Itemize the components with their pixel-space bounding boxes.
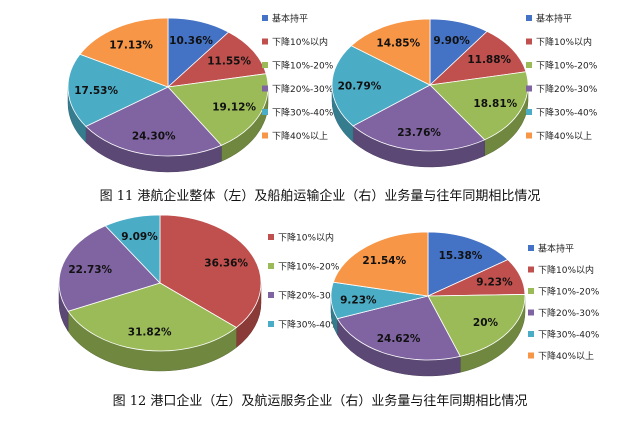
legend-label: 下降40%以上 xyxy=(272,130,328,142)
pie-data-label: 36.36% xyxy=(204,258,248,270)
pie-slice-5 xyxy=(67,53,170,127)
pie-slice-6 xyxy=(350,18,431,86)
pie-slice-1 xyxy=(159,214,262,329)
pie-slice-4 xyxy=(104,214,161,284)
pie-slice-4 xyxy=(85,86,223,157)
legend-swatch xyxy=(528,352,534,359)
pie-data-label: 22.73% xyxy=(68,264,112,276)
pie-data-label: 24.62% xyxy=(377,333,421,345)
legend-swatch xyxy=(528,245,534,251)
legend-swatch xyxy=(262,62,268,68)
legend-label: 下降10%以内 xyxy=(536,36,592,48)
legend-swatch xyxy=(528,331,534,337)
pie-data-label: 15.38% xyxy=(439,250,483,262)
pie-data-label: 14.85% xyxy=(376,38,420,50)
pie-data-label: 9.23% xyxy=(340,294,377,306)
pie-slice-1 xyxy=(427,231,509,297)
pie-data-label: 17.13% xyxy=(109,39,153,51)
pie-data-label: 9.09% xyxy=(121,231,158,243)
legend-label: 下降10%以内 xyxy=(272,36,328,48)
pie-data-label: 11.88% xyxy=(467,54,511,66)
pie-chart-4: 15.38% 9.23% 20% 24.62% 9.23% 21.54% 基本持平下降10%… xyxy=(330,231,600,377)
legend-swatch xyxy=(526,132,532,139)
legend-swatch xyxy=(526,109,532,115)
legend-swatch xyxy=(528,309,534,316)
figure-11-caption: 图 11 港航企业整体（左）及船舶运输企业（右）业务量与往年同期相比情况 xyxy=(99,189,541,204)
pie-data-label: 31.82% xyxy=(128,326,172,338)
pie-slice-2 xyxy=(67,282,238,352)
legend-label: 下降30%-40% xyxy=(538,329,600,341)
legend-label: 下降10%-20% xyxy=(272,60,334,72)
pie-data-label: 18.81% xyxy=(473,98,517,110)
pie-data-label: 10.36% xyxy=(169,35,213,47)
pie-slice-6 xyxy=(332,231,429,297)
legend-swatch xyxy=(526,15,532,21)
legend-label: 基本持平 xyxy=(272,13,308,25)
pie-slice-2 xyxy=(428,30,527,86)
pie-slice-3 xyxy=(429,71,529,141)
legend-swatch xyxy=(268,234,274,240)
pie-chart-2: 9.90% 11.88% 18.81% 23.76% 20.79% 14.85% 基本持平下… xyxy=(331,13,598,168)
pie-slice-3 xyxy=(58,225,161,312)
legend-swatch xyxy=(262,15,268,21)
pie-data-label: 9.23% xyxy=(476,277,513,289)
legend-label: 下降40%以上 xyxy=(536,130,592,142)
pie-data-label: 23.76% xyxy=(397,127,441,139)
legend-label: 下降30%-40% xyxy=(536,107,598,119)
legend-label: 下降20%-30% xyxy=(536,83,598,95)
legend-swatch xyxy=(526,62,532,68)
pie-slice-5 xyxy=(331,45,431,127)
pie-data-label: 19.12% xyxy=(212,102,256,114)
legend-label: 下降20%-30% xyxy=(278,290,340,302)
pie-data-label: 21.54% xyxy=(362,255,406,267)
legend-label: 下降20%-30% xyxy=(538,307,600,319)
legend-label: 下降10%以内 xyxy=(538,264,594,276)
pie-data-label: 11.55% xyxy=(207,56,251,68)
legend-swatch xyxy=(526,38,532,45)
legend-swatch xyxy=(528,266,534,273)
legend-swatch xyxy=(526,85,532,92)
pie-chart-3: 36.36%31.82%22.73%9.09% 下降10%以内下降10%-20%下… xyxy=(58,214,340,372)
legend-label: 下降20%-30% xyxy=(272,83,334,95)
pie-slice-2 xyxy=(166,31,267,88)
legend-label: 下降10%-20% xyxy=(536,60,598,72)
legend-swatch xyxy=(268,292,274,298)
legend-label: 下降40%以上 xyxy=(538,350,594,362)
legend-label: 下降10%-20% xyxy=(278,261,340,273)
legend-swatch xyxy=(262,109,268,115)
legend-swatch xyxy=(262,85,268,92)
pie-data-label: 24.30% xyxy=(132,131,176,143)
legend-swatch xyxy=(528,288,534,294)
legend-label: 下降30%-40% xyxy=(272,107,334,119)
legend-label: 基本持平 xyxy=(536,13,572,25)
legend-label: 下降30%-40% xyxy=(278,319,340,331)
pie-slice-3 xyxy=(167,73,269,146)
legend-label: 下降10%以内 xyxy=(278,232,334,244)
legend-swatch xyxy=(268,263,274,269)
pie-data-label: 9.90% xyxy=(433,35,470,47)
pie-data-label: 20% xyxy=(473,317,499,329)
pie-data-label: 20.79% xyxy=(338,81,382,93)
pie-slice-4 xyxy=(352,84,486,152)
legend-label: 基本持平 xyxy=(538,243,574,255)
pie-data-label: 17.53% xyxy=(74,85,118,97)
legend-swatch xyxy=(262,38,268,45)
legend-label: 下降10%-20% xyxy=(538,286,600,298)
pie-slice-4 xyxy=(336,295,461,361)
pie-slice-6 xyxy=(79,17,169,88)
legend-swatch xyxy=(268,321,274,327)
legend-swatch xyxy=(262,132,268,139)
pie-chart-1: 10.36% 11.55% 19.12% 24.30% 17.53% 17.13% 基本持平… xyxy=(67,13,334,173)
figure-12-caption: 图 12 港口企业（左）及航运服务企业（右）业务量与往年同期相比情况 xyxy=(112,394,528,409)
